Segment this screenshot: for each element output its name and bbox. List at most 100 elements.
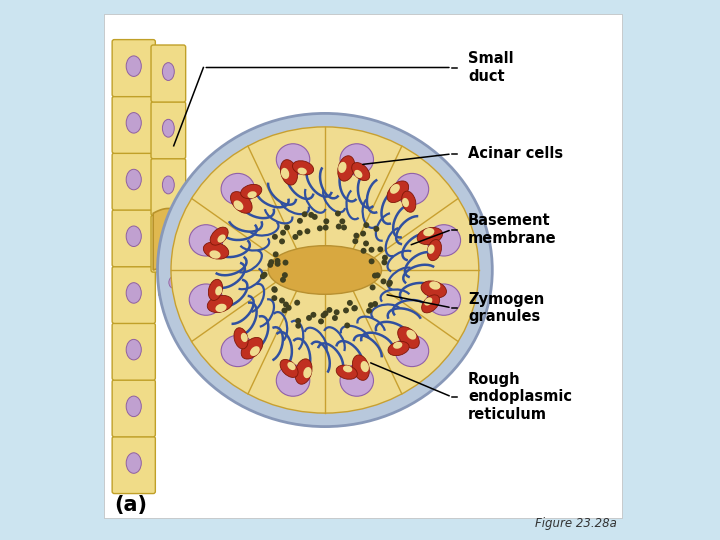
Ellipse shape <box>402 198 409 207</box>
Circle shape <box>326 307 333 313</box>
Ellipse shape <box>171 127 479 413</box>
FancyBboxPatch shape <box>151 215 186 272</box>
Ellipse shape <box>421 281 446 298</box>
Circle shape <box>297 218 303 224</box>
Circle shape <box>279 239 285 245</box>
Ellipse shape <box>340 365 374 396</box>
Circle shape <box>380 279 387 285</box>
FancyBboxPatch shape <box>248 269 278 296</box>
Ellipse shape <box>422 295 440 313</box>
Ellipse shape <box>351 163 369 180</box>
FancyBboxPatch shape <box>151 45 186 102</box>
Ellipse shape <box>393 342 402 349</box>
Circle shape <box>369 247 374 253</box>
Circle shape <box>292 234 298 240</box>
Circle shape <box>360 231 366 237</box>
Circle shape <box>361 248 366 254</box>
Ellipse shape <box>390 184 400 194</box>
Circle shape <box>283 301 289 307</box>
Ellipse shape <box>210 227 228 245</box>
Circle shape <box>336 224 342 230</box>
Circle shape <box>339 218 346 224</box>
Circle shape <box>372 273 378 279</box>
FancyBboxPatch shape <box>112 210 156 267</box>
Circle shape <box>333 309 340 315</box>
Circle shape <box>308 212 314 218</box>
Ellipse shape <box>406 330 416 340</box>
Text: Rough
endoplasmic
reticulum: Rough endoplasmic reticulum <box>468 372 572 422</box>
Ellipse shape <box>215 303 227 312</box>
Ellipse shape <box>163 176 174 194</box>
Ellipse shape <box>126 226 141 246</box>
Circle shape <box>284 225 290 231</box>
Ellipse shape <box>126 170 141 190</box>
Ellipse shape <box>228 276 238 288</box>
FancyBboxPatch shape <box>151 102 186 159</box>
Ellipse shape <box>189 284 222 315</box>
Ellipse shape <box>203 242 229 259</box>
Ellipse shape <box>402 191 416 212</box>
Ellipse shape <box>168 276 179 288</box>
Circle shape <box>261 272 268 278</box>
Circle shape <box>387 280 393 286</box>
Ellipse shape <box>343 366 352 373</box>
Text: Small
duct: Small duct <box>468 51 513 84</box>
Ellipse shape <box>427 225 461 256</box>
Circle shape <box>274 261 281 267</box>
Circle shape <box>272 234 278 240</box>
Circle shape <box>366 308 372 314</box>
Circle shape <box>320 312 327 318</box>
Circle shape <box>279 298 285 303</box>
Polygon shape <box>153 208 282 287</box>
Circle shape <box>282 307 287 313</box>
FancyBboxPatch shape <box>112 266 156 323</box>
Ellipse shape <box>233 200 243 210</box>
Ellipse shape <box>126 339 141 360</box>
Text: Acinar cells: Acinar cells <box>468 146 563 161</box>
Ellipse shape <box>126 113 141 133</box>
Ellipse shape <box>280 360 298 377</box>
Ellipse shape <box>417 227 443 245</box>
Circle shape <box>323 218 329 224</box>
Circle shape <box>352 305 358 311</box>
Circle shape <box>323 310 328 316</box>
Circle shape <box>341 225 347 231</box>
Ellipse shape <box>126 396 141 417</box>
Circle shape <box>269 259 274 265</box>
Circle shape <box>318 319 324 325</box>
Ellipse shape <box>215 286 222 295</box>
Ellipse shape <box>427 240 441 261</box>
Ellipse shape <box>276 144 310 175</box>
Circle shape <box>271 287 278 293</box>
Ellipse shape <box>281 168 289 179</box>
Ellipse shape <box>234 328 248 349</box>
Circle shape <box>286 305 292 311</box>
Circle shape <box>332 315 338 321</box>
Ellipse shape <box>397 327 419 348</box>
Text: Zymogen
granules: Zymogen granules <box>468 292 544 324</box>
Ellipse shape <box>429 281 441 289</box>
FancyBboxPatch shape <box>112 323 156 380</box>
FancyBboxPatch shape <box>189 269 219 296</box>
Circle shape <box>354 233 359 239</box>
Ellipse shape <box>240 333 248 342</box>
Circle shape <box>382 255 388 261</box>
Ellipse shape <box>163 63 174 80</box>
Ellipse shape <box>158 113 492 427</box>
Circle shape <box>295 323 301 329</box>
Ellipse shape <box>126 283 141 303</box>
FancyBboxPatch shape <box>151 158 186 215</box>
Ellipse shape <box>354 170 362 178</box>
Circle shape <box>271 286 277 292</box>
Circle shape <box>274 258 281 264</box>
Ellipse shape <box>427 284 461 315</box>
Ellipse shape <box>338 162 346 173</box>
Ellipse shape <box>352 355 369 380</box>
Circle shape <box>260 273 266 279</box>
Circle shape <box>344 322 350 328</box>
FancyBboxPatch shape <box>112 436 156 494</box>
Ellipse shape <box>276 365 310 396</box>
Circle shape <box>280 277 286 283</box>
Ellipse shape <box>250 346 260 356</box>
Ellipse shape <box>258 276 268 288</box>
